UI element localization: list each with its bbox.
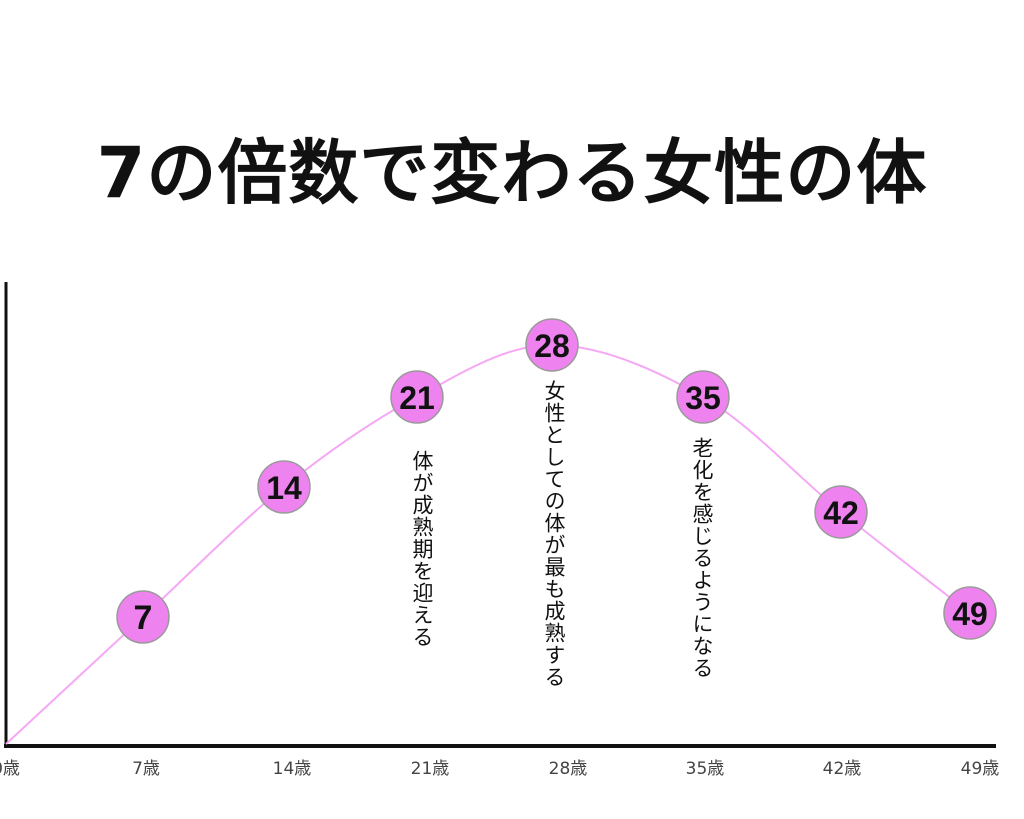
age-node-circle [676,370,730,424]
x-tick-label: 21歳 [411,759,450,779]
age-node-35: 35 [676,370,730,424]
age-node-label: 49 [952,596,988,632]
age-node-circle [814,485,868,539]
annotation-age-21: 体が成熟期を迎える [410,450,434,648]
x-tick-label: 35歳 [686,759,725,779]
x-tick-label: 7歳 [132,759,160,779]
age-node-42: 42 [814,485,868,539]
x-tick-label: 42歳 [823,759,862,779]
annotation-age-35: 老化を感じるようになる [690,437,714,679]
age-node-label: 21 [399,380,435,416]
x-tick-label: 14歳 [273,759,312,779]
page-title: 7の倍数で変わる女性の体 [96,132,928,214]
x-tick-label: 49歳 [961,759,1000,779]
age-node-label: 7 [134,599,153,637]
growth-curve [5,343,971,745]
age-node-circle [525,318,579,372]
age-node-label: 28 [534,328,570,364]
age-node-49: 49 [943,586,997,640]
age-node-14: 14 [257,460,311,514]
age-node-label: 14 [266,470,302,506]
age-node-label: 42 [823,495,859,531]
age-node-7: 7 [116,590,170,644]
age-node-circle [390,370,444,424]
age-node-label: 35 [685,380,721,416]
x-tick-label: 28歳 [549,759,588,779]
age-node-21: 21 [390,370,444,424]
age-node-28: 28 [525,318,579,372]
annotation-age-28: 女性としての体が最も成熟する [542,380,566,688]
x-tick-label: 0歳 [0,759,20,779]
age-node-circle [943,586,997,640]
age-node-circle [116,590,170,644]
age-node-circle [257,460,311,514]
